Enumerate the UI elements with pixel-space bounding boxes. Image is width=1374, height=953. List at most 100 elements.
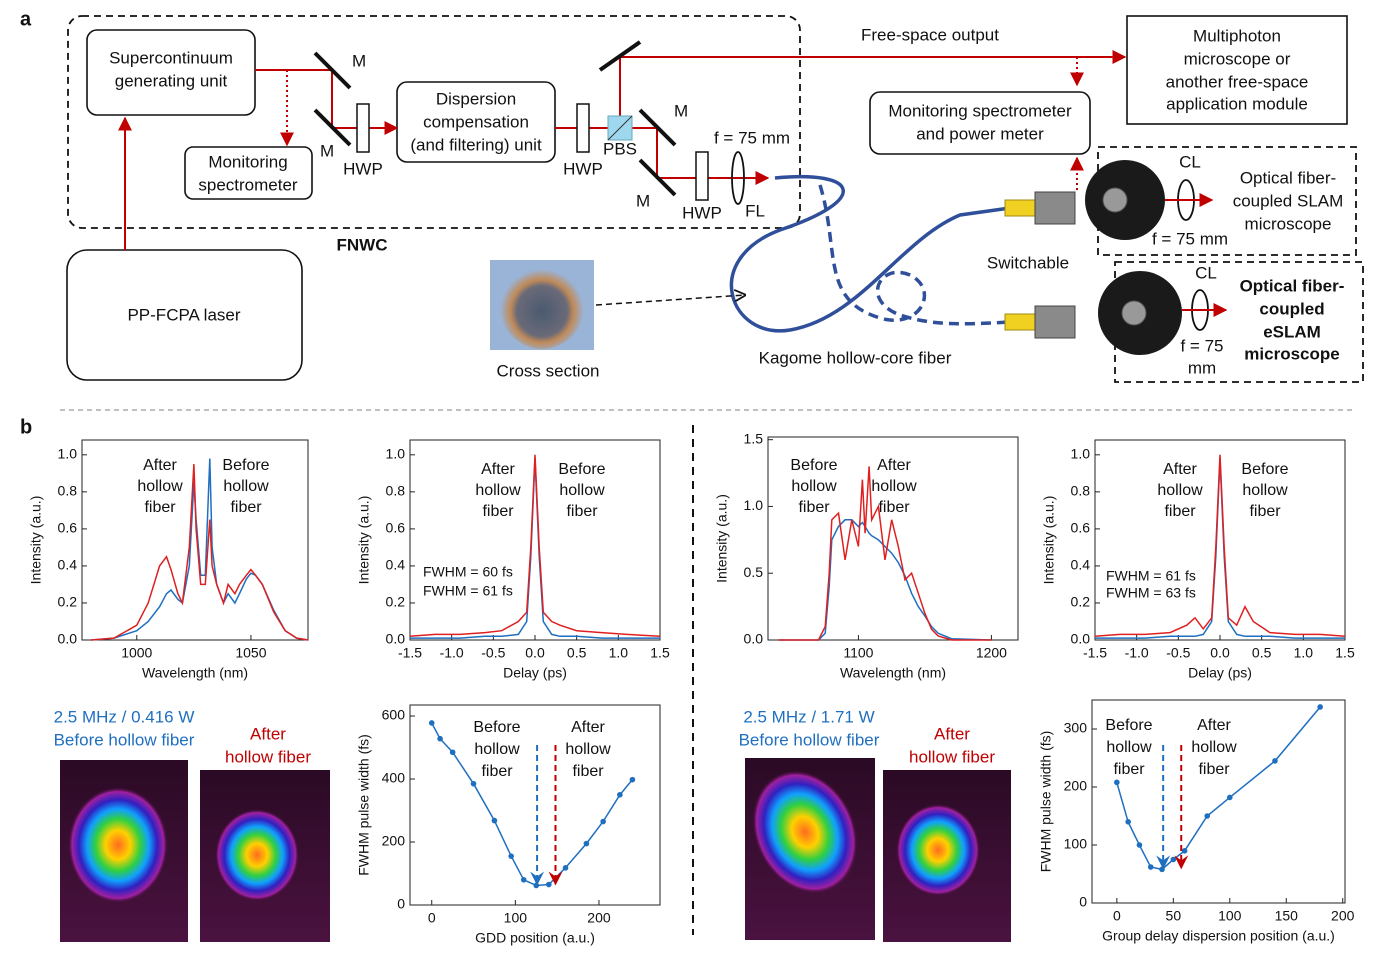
series-label: hollow — [137, 478, 183, 495]
label: M — [352, 51, 366, 70]
label: Monitoring spectrometer — [888, 101, 1072, 120]
beam-caption: hollow fiber — [909, 747, 995, 766]
y-axis-title: Intensity (a.u.) — [356, 496, 372, 585]
y-axis-title: Intensity (a.u.) — [714, 494, 730, 583]
series-label: Before — [558, 461, 605, 478]
series-label: fiber — [1164, 503, 1196, 520]
series-label: fiber — [144, 499, 176, 516]
annotation: fiber — [1198, 761, 1230, 778]
label: PP-FCPA laser — [127, 305, 240, 324]
hwp — [357, 104, 369, 152]
y-tick-label: 0.8 — [1071, 483, 1091, 499]
arrow — [596, 295, 745, 305]
label: and power meter — [916, 124, 1044, 143]
x-tick-label: 1.0 — [1294, 645, 1314, 661]
marker — [429, 720, 435, 726]
beam-caption: hollow fiber — [225, 747, 311, 766]
x-tick-label: 1050 — [235, 645, 266, 661]
label: Monitoring — [208, 152, 287, 171]
series-label: hollow — [223, 478, 269, 495]
series-label: hollow — [1157, 482, 1203, 499]
label: CL — [1195, 263, 1217, 282]
y-tick-label: 200 — [1064, 778, 1088, 794]
x-tick-label: -0.5 — [481, 645, 505, 661]
fwhm-note: FWHM = 63 fs — [1106, 585, 1196, 601]
x-tick-label: 1.0 — [609, 645, 629, 661]
y-tick-label: 0.4 — [386, 557, 406, 573]
x-tick-label: 150 — [1275, 908, 1299, 924]
annotation: hollow — [1106, 739, 1152, 756]
label: eSLAM — [1263, 322, 1321, 341]
beam-image — [68, 787, 168, 903]
y-tick-label: 0.0 — [386, 631, 406, 647]
x-axis-title: Wavelength (nm) — [142, 665, 248, 681]
series-label: Before — [222, 457, 269, 474]
label: CL — [1179, 152, 1201, 171]
label: (and filtering) unit — [410, 135, 542, 154]
marker — [1125, 819, 1131, 825]
x-axis-title: GDD position (a.u.) — [475, 930, 595, 946]
label: M — [674, 101, 688, 120]
figure: a FNWC Supercontinuum generating unit Mo… — [0, 0, 1374, 953]
label: f = 75 — [1180, 336, 1223, 355]
label: HWP — [682, 203, 722, 222]
y-tick-label: 0.2 — [386, 594, 406, 610]
x-tick-label: 200 — [587, 910, 611, 926]
series-label: After — [877, 457, 911, 474]
annotation: After — [1197, 717, 1231, 734]
connector — [1005, 314, 1037, 330]
y-axis-title: FWHM pulse width (fs) — [1038, 731, 1054, 873]
x-tick-label: 1000 — [121, 645, 152, 661]
label: Cross section — [497, 361, 600, 380]
x-tick-label: -1.0 — [440, 645, 464, 661]
series-label: After — [143, 457, 177, 474]
marker — [584, 841, 590, 847]
series-label: fiber — [482, 503, 514, 520]
marker — [1227, 795, 1233, 801]
beam-caption: 2.5 MHz / 0.416 W — [54, 707, 195, 726]
cross-section-image — [500, 265, 584, 349]
marker — [471, 781, 477, 787]
marker — [492, 818, 498, 824]
x-tick-label: 100 — [504, 910, 528, 926]
y-tick-label: 0.4 — [1071, 557, 1091, 573]
series-label: fiber — [230, 499, 262, 516]
annotation: After — [571, 719, 605, 736]
series-label: hollow — [791, 478, 837, 495]
y-tick-label: 0.8 — [386, 483, 406, 499]
x-axis-title: Group delay dispersion position (a.u.) — [1102, 928, 1335, 944]
y-tick-label: 0.0 — [744, 631, 764, 647]
series-label: After — [1163, 461, 1197, 478]
marker — [1114, 780, 1120, 786]
series-label: fiber — [798, 499, 830, 516]
y-axis-title: FWHM pulse width (fs) — [356, 734, 372, 876]
label: f = 75 mm — [1152, 229, 1228, 248]
series-label: fiber — [566, 503, 598, 520]
beam-caption: After — [934, 724, 970, 743]
y-tick-label: 0.2 — [1071, 594, 1091, 610]
annotation: hollow — [1191, 739, 1237, 756]
fwhm-note: FWHM = 61 fs — [1106, 568, 1196, 584]
label: M — [636, 191, 650, 210]
y-tick-label: 0.4 — [58, 557, 78, 573]
connector — [1035, 192, 1075, 224]
x-tick-label: 0.0 — [1210, 645, 1230, 661]
y-tick-label: 0.6 — [1071, 520, 1091, 536]
series-label: Before — [1241, 461, 1288, 478]
x-tick-label: 0 — [428, 910, 436, 926]
marker — [1204, 813, 1210, 819]
panel-label: b — [20, 416, 32, 438]
label: Optical fiber- — [1240, 276, 1345, 295]
label: mm — [1188, 358, 1216, 377]
label: M — [320, 141, 334, 160]
label: Switchable — [987, 253, 1069, 272]
label: Kagome hollow-core fiber — [759, 348, 952, 367]
x-axis-title: Wavelength (nm) — [840, 665, 946, 681]
marker — [437, 736, 443, 742]
series-label: hollow — [475, 482, 521, 499]
y-tick-label: 1.0 — [58, 446, 78, 462]
fiber — [731, 177, 1010, 331]
x-tick-label: 1100 — [843, 645, 873, 661]
y-tick-label: 0.8 — [58, 483, 78, 499]
series-label: hollow — [559, 482, 605, 499]
